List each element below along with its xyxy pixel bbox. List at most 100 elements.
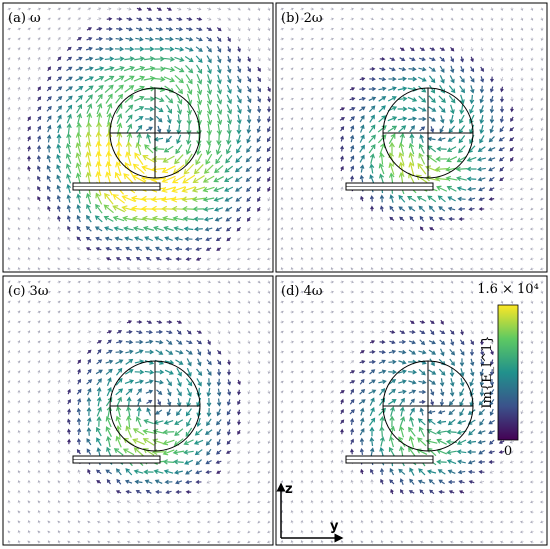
vector-arrow <box>479 540 484 544</box>
vector-arrow <box>300 370 304 374</box>
vector-arrow <box>438 206 446 212</box>
vector-arrow <box>7 17 11 21</box>
vector-arrow <box>450 17 454 21</box>
vector-arrow <box>125 358 134 365</box>
vector-arrow <box>7 429 11 434</box>
vector-arrow <box>320 57 325 61</box>
vector-arrow <box>267 290 271 294</box>
vector-arrow <box>127 510 131 514</box>
vector-arrow <box>57 449 61 454</box>
vector-arrow <box>380 300 385 304</box>
vector-arrow <box>77 340 82 344</box>
vector-arrow <box>490 27 494 32</box>
vector-arrow <box>399 57 406 61</box>
vector-arrow <box>202 175 215 183</box>
vector-arrow <box>17 227 21 231</box>
vector-arrow <box>398 151 405 166</box>
vector-arrow <box>225 144 232 155</box>
vector-arrow <box>207 320 212 324</box>
vector-arrow <box>350 226 354 231</box>
vector-arrow <box>136 406 142 417</box>
vector-arrow <box>530 470 534 474</box>
vector-arrow <box>76 103 83 114</box>
vector-arrow <box>369 57 375 61</box>
vector-arrow <box>330 320 334 324</box>
vector-arrow <box>400 520 404 524</box>
vector-arrow <box>257 206 261 212</box>
vector-arrow <box>378 96 387 102</box>
vector-arrow <box>127 540 131 544</box>
vector-arrow <box>460 17 464 21</box>
vector-arrow <box>237 460 241 465</box>
vector-arrow <box>27 86 31 91</box>
vector-arrow <box>97 530 101 534</box>
vector-arrow <box>409 133 415 144</box>
vector-arrow <box>310 47 314 51</box>
vector-arrow <box>450 56 455 63</box>
vector-arrow <box>499 166 505 172</box>
vector-arrow <box>330 206 334 211</box>
vector-arrow <box>27 340 31 344</box>
vector-arrow <box>105 435 112 448</box>
vector-arrow <box>330 479 334 484</box>
vector-arrow <box>145 27 154 32</box>
vector-arrow <box>186 417 192 427</box>
vector-arrow <box>509 440 514 444</box>
vector-arrow <box>390 17 395 21</box>
vector-arrow <box>369 359 376 365</box>
vector-arrow <box>107 489 111 494</box>
vector-arrow <box>185 427 193 438</box>
vector-arrow <box>400 310 405 314</box>
vector-arrow <box>450 300 454 304</box>
vector-arrow <box>418 116 427 122</box>
vector-arrow <box>510 67 514 72</box>
vector-arrow <box>320 540 324 544</box>
vector-arrow <box>340 97 345 101</box>
vector-arrow <box>137 310 142 314</box>
vector-arrow <box>146 17 153 22</box>
vector-arrow <box>478 197 485 202</box>
vector-arrow <box>310 539 314 544</box>
vector-arrow <box>47 480 51 484</box>
vector-arrow <box>87 17 92 21</box>
vector-arrow <box>426 155 437 163</box>
vector-arrow <box>196 103 203 116</box>
vector-arrow <box>133 65 146 72</box>
vector-arrow <box>330 77 334 81</box>
vector-arrow <box>330 256 334 261</box>
vector-arrow <box>85 94 93 104</box>
vector-arrow <box>489 408 494 417</box>
vector-arrow <box>76 388 82 395</box>
vector-arrow <box>510 156 514 162</box>
vector-arrow <box>540 147 544 151</box>
vector-arrow <box>300 217 304 221</box>
vector-arrow <box>369 163 375 174</box>
vector-arrow <box>86 257 91 261</box>
vector-arrow <box>360 237 364 241</box>
vector-arrow <box>206 17 212 21</box>
vector-arrow <box>410 37 414 41</box>
vector-arrow <box>479 217 484 221</box>
vector-arrow <box>144 369 155 375</box>
vector-arrow <box>450 104 455 115</box>
vector-arrow <box>280 236 284 241</box>
vector-arrow <box>37 390 41 394</box>
vector-arrow <box>340 469 344 474</box>
panel-label: (a) ω <box>8 11 41 26</box>
vector-arrow <box>27 145 31 152</box>
vector-arrow <box>499 490 504 494</box>
vector-arrow <box>7 440 11 444</box>
vector-arrow <box>540 57 544 62</box>
vector-arrow <box>164 369 174 375</box>
vector-arrow <box>122 215 135 222</box>
vector-arrow <box>290 176 294 181</box>
vector-arrow <box>27 267 31 271</box>
vector-arrow <box>57 389 61 394</box>
vector-arrow <box>146 133 152 144</box>
vector-arrow <box>135 246 143 252</box>
vector-arrow <box>456 176 467 182</box>
vector-arrow <box>256 186 261 193</box>
vector-arrow <box>126 267 131 271</box>
vector-arrow <box>530 117 534 121</box>
